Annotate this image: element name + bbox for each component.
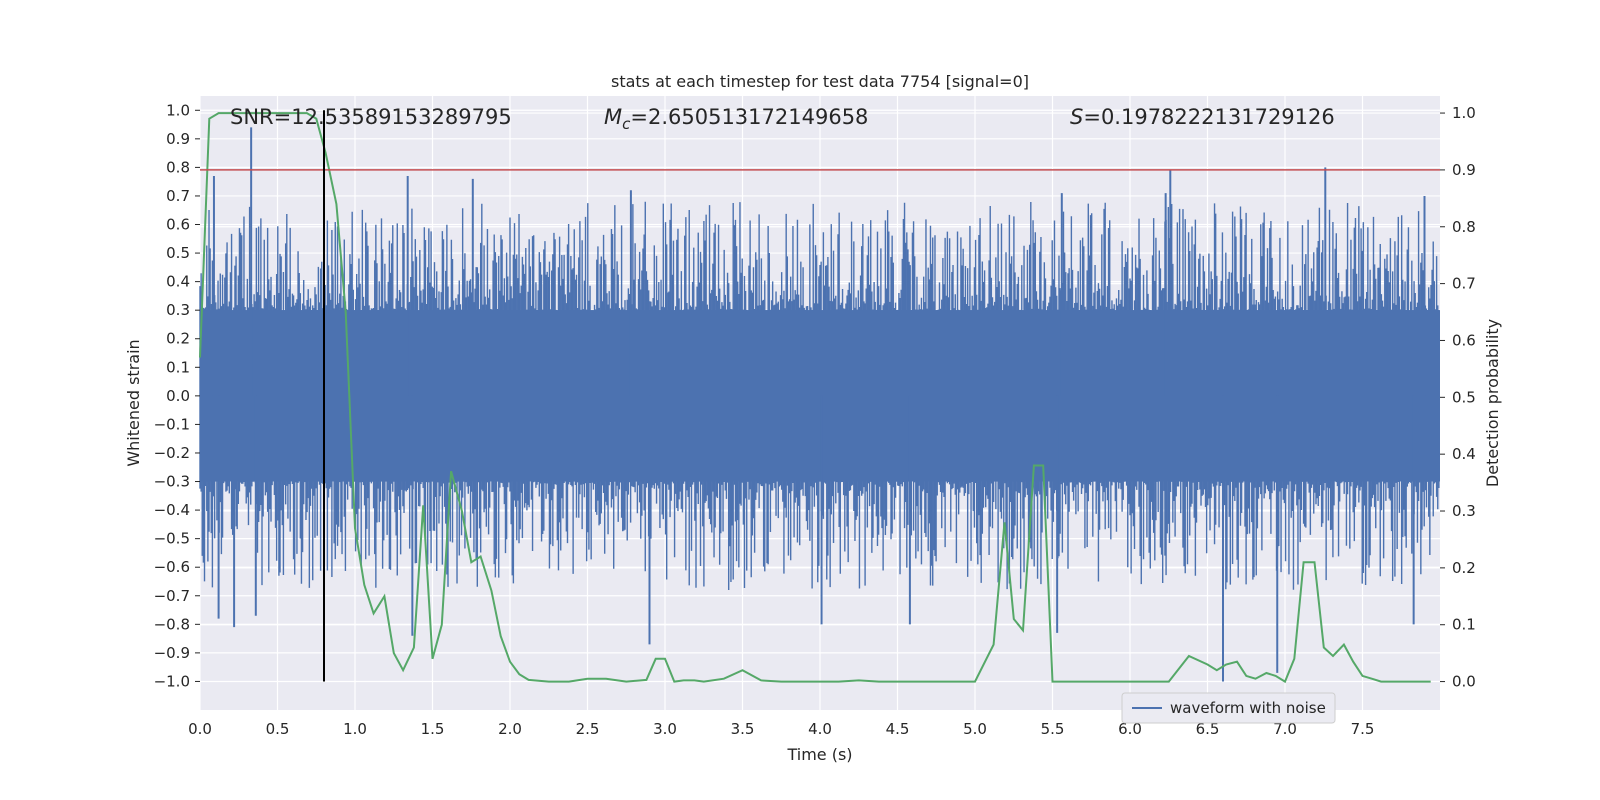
snr-annotation: SNR=12.53589153289795 xyxy=(230,105,512,129)
y-tick-label: 0.7 xyxy=(166,187,190,205)
s-annotation: S=0.1978222131729126 xyxy=(1070,105,1335,129)
x-tick-label: 1.5 xyxy=(421,720,445,738)
y-tick-label: −0.1 xyxy=(154,415,190,433)
y-axis-right-label: Detection probability xyxy=(1483,319,1502,487)
y-right-tick-label: 0.7 xyxy=(1452,275,1476,293)
y-tick-label: 0.1 xyxy=(166,358,190,376)
chirp-mass-annotation: Mc=2.650513172149658 xyxy=(604,105,868,133)
y-right-tick-label: 0.2 xyxy=(1452,559,1476,577)
chirp-mass-subscript: c xyxy=(622,115,631,133)
y-tick-label: 0.5 xyxy=(166,244,190,262)
x-tick-label: 7.0 xyxy=(1273,720,1297,738)
y-tick-label: 0.2 xyxy=(166,330,190,348)
y-tick-label: 0.9 xyxy=(166,130,190,148)
y-right-tick-label: 0.5 xyxy=(1452,388,1476,406)
y-tick-label: −0.6 xyxy=(154,558,190,576)
waveform-series xyxy=(199,127,1440,682)
chirp-mass-value: =2.650513172149658 xyxy=(630,105,868,129)
x-axis-ticks: 0.0 0.5 1.0 1.5 2.0 2.5 3.0 3.5 4.0 4.5 5.0 5.5 6.0 6… xyxy=(188,720,1374,738)
y-right-tick-label: 0.1 xyxy=(1452,616,1476,634)
y-tick-label: 0.8 xyxy=(166,158,190,176)
detection-probability-line xyxy=(199,112,1431,684)
x-tick-label: 6.0 xyxy=(1118,720,1142,738)
y-right-tick-label: 1.0 xyxy=(1452,104,1476,122)
x-tick-label: 3.5 xyxy=(731,720,755,738)
y-tick-label: 0.3 xyxy=(166,301,190,319)
y-right-tick-label: 0.3 xyxy=(1452,502,1476,520)
x-tick-label: 3.0 xyxy=(653,720,677,738)
s-symbol: S xyxy=(1070,105,1083,129)
y-tick-label: 1.0 xyxy=(166,101,190,119)
y-right-tick-label: 0.9 xyxy=(1452,161,1476,179)
legend-label: waveform with noise xyxy=(1170,699,1326,717)
x-tick-label: 2.5 xyxy=(576,720,600,738)
x-tick-label: 5.5 xyxy=(1041,720,1065,738)
chart-title: stats at each timestep for test data 775… xyxy=(611,72,1029,91)
y-tick-label: 0.4 xyxy=(166,273,190,291)
y-tick-label: −0.8 xyxy=(154,615,190,633)
x-tick-label: 0.5 xyxy=(266,720,290,738)
x-tick-label: 7.5 xyxy=(1351,720,1375,738)
x-tick-label: 0.0 xyxy=(188,720,212,738)
y-axis-label: Whitened strain xyxy=(124,339,143,466)
y-tick-label: −0.4 xyxy=(154,501,190,519)
x-axis-label: Time (s) xyxy=(786,745,852,764)
s-value: =0.1978222131729126 xyxy=(1083,105,1334,129)
y-tick-label: −0.3 xyxy=(154,473,190,491)
x-tick-label: 1.0 xyxy=(343,720,367,738)
x-tick-label: 5.0 xyxy=(963,720,987,738)
x-tick-label: 6.5 xyxy=(1196,720,1220,738)
y-right-tick-label: 0.6 xyxy=(1452,331,1476,349)
y-right-tick-label: 0.4 xyxy=(1452,445,1476,463)
y-axis-ticks: −1.0 −0.9 −0.8 −0.7 −0.6 −0.5 −0.4 −0.3 −0.2 −0.1… xyxy=(154,101,200,690)
legend: waveform with noise xyxy=(1121,692,1336,724)
y-tick-label: 0.6 xyxy=(166,216,190,234)
y-tick-label: −0.5 xyxy=(154,530,190,548)
y-tick-label: −1.0 xyxy=(154,672,190,690)
chirp-mass-symbol: M xyxy=(604,105,622,129)
y-tick-label: 0.0 xyxy=(166,387,190,405)
x-tick-label: 4.0 xyxy=(808,720,832,738)
y-tick-label: −0.7 xyxy=(154,587,190,605)
y-tick-label: −0.9 xyxy=(154,644,190,662)
legend-box xyxy=(1121,692,1336,724)
y-axis-right-ticks: 0.0 0.1 0.2 0.3 0.4 0.5 0.6 0.7 0.8 0.9 1.0 xyxy=(1440,104,1476,691)
y-right-tick-label: 0.0 xyxy=(1452,673,1476,691)
x-tick-label: 2.0 xyxy=(498,720,522,738)
y-tick-label: −0.2 xyxy=(154,444,190,462)
y-right-tick-label: 0.8 xyxy=(1452,218,1476,236)
x-tick-label: 4.5 xyxy=(886,720,910,738)
